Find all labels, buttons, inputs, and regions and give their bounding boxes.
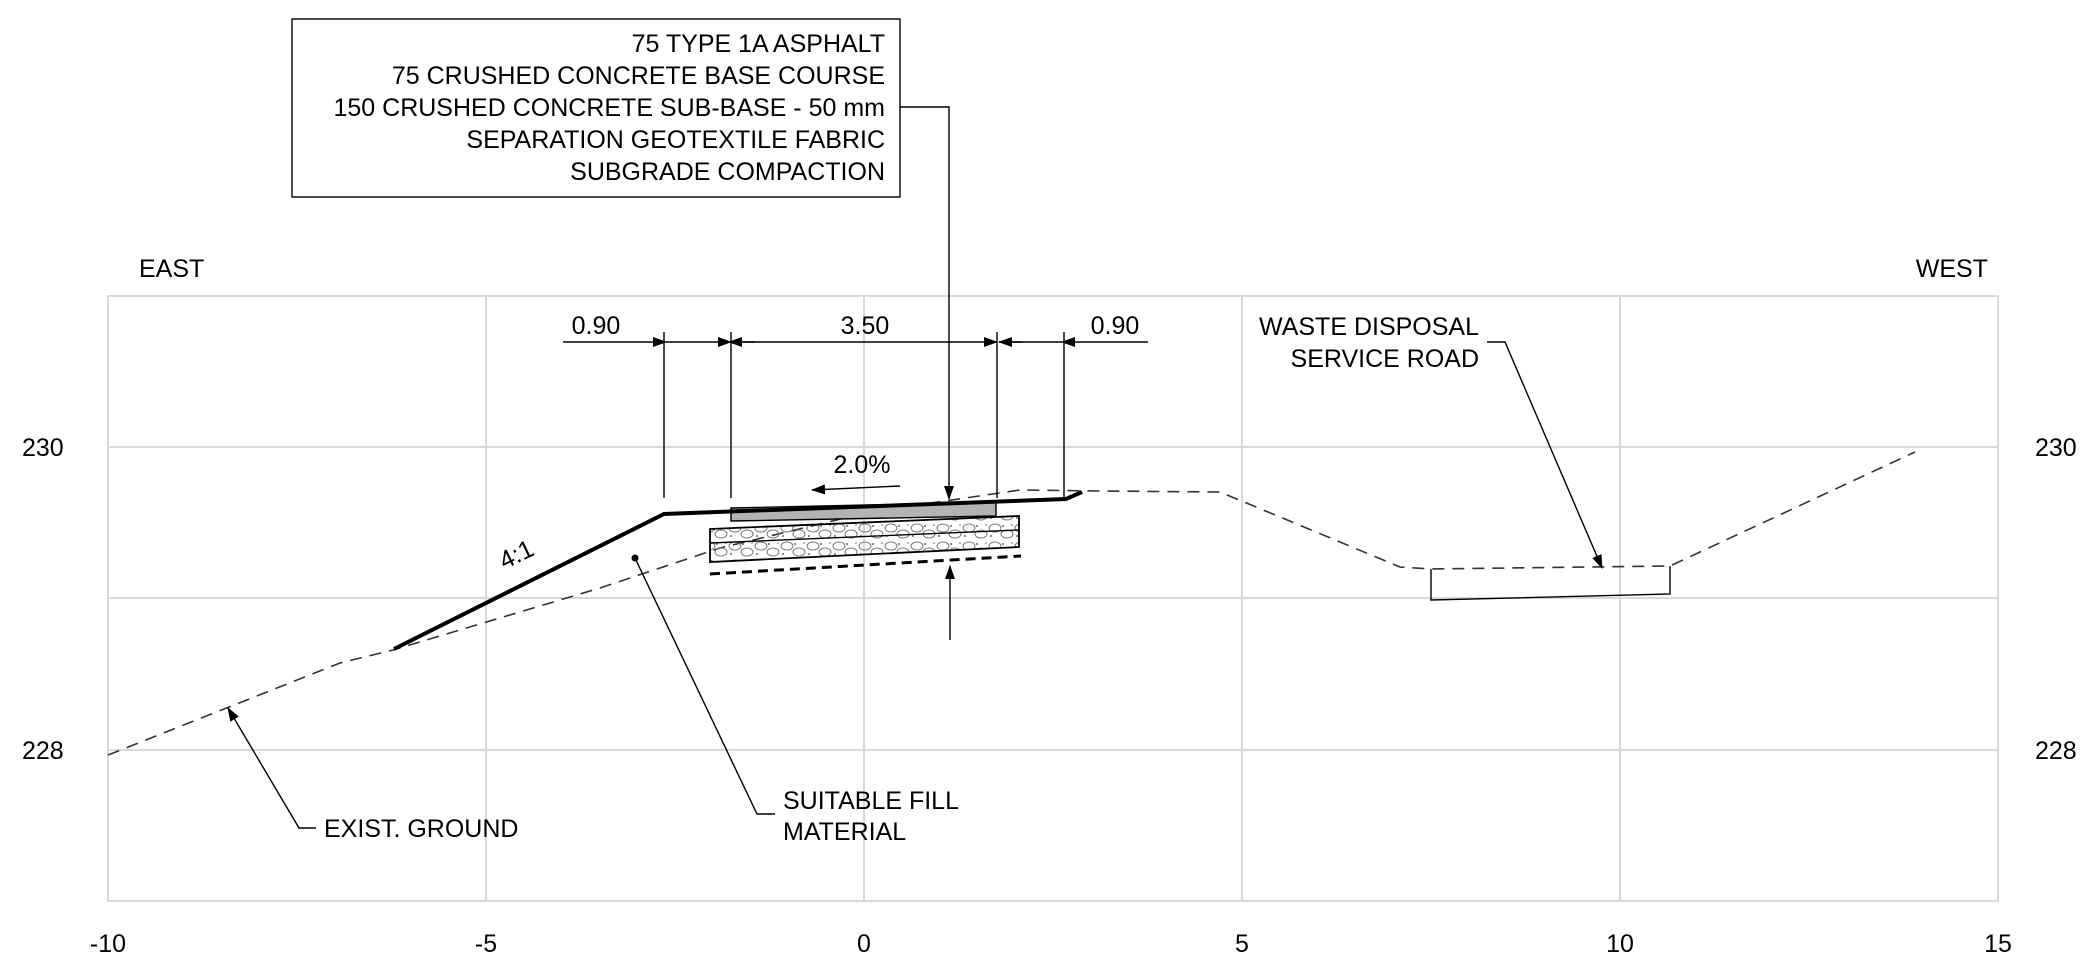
y-axis-labels: 230 228 230 228 <box>22 434 2077 765</box>
x-tick-label: 5 <box>1235 930 1249 958</box>
y-tick-label-left: 228 <box>22 737 64 765</box>
base-subbase-layers <box>709 515 1020 563</box>
pavement-section <box>709 501 1022 576</box>
direction-label-east: EAST <box>139 255 204 283</box>
x-tick-label: 0 <box>857 930 871 958</box>
cross-slope-arrow <box>811 484 901 495</box>
x-tick-label: -5 <box>475 930 497 958</box>
exist-ground-label: EXIST. GROUND <box>324 815 518 843</box>
exist-ground-annotation: EXIST. GROUND <box>227 707 518 843</box>
dimension-label-right-shoulder: 0.90 <box>1091 312 1140 340</box>
y-tick-label-right: 230 <box>2035 434 2077 462</box>
finished-grade-line <box>393 490 1083 651</box>
exist-ground-leader <box>227 707 316 829</box>
fill-material-annotation: SUITABLE FILL MATERIAL <box>631 554 959 846</box>
layer-divider <box>709 529 1020 544</box>
grid <box>107 295 1999 902</box>
dimension-group: 0.90 3.50 0.90 <box>563 312 1148 498</box>
fill-material-leader <box>634 557 775 815</box>
cross-slope-label: 2.0% <box>834 451 891 479</box>
service-road-label: SERVICE ROAD <box>1291 345 1479 373</box>
x-tick-label: 15 <box>1984 930 2012 958</box>
service-road-annotation: WASTE DISPOSAL SERVICE ROAD <box>1259 313 1603 569</box>
fill-slope-label: 4:1 <box>495 535 539 575</box>
y-tick-label-right: 228 <box>2035 737 2077 765</box>
x-tick-label: 10 <box>1606 930 1634 958</box>
callout-line: 150 CRUSHED CONCRETE SUB-BASE - 50 mm <box>333 94 885 122</box>
service-road-label: WASTE DISPOSAL <box>1259 313 1479 341</box>
y-tick-label-left: 230 <box>22 434 64 462</box>
existing-ground-line <box>107 451 1916 756</box>
callout-line: 75 CRUSHED CONCRETE BASE COURSE <box>392 62 885 90</box>
callout-line: 75 TYPE 1A ASPHALT <box>632 30 885 58</box>
fill-material-label: SUITABLE FILL <box>783 787 959 815</box>
layer-callout: 75 TYPE 1A ASPHALT 75 CRUSHED CONCRETE B… <box>291 18 954 500</box>
service-road-profile <box>1430 566 1671 601</box>
x-tick-label: -10 <box>90 930 126 958</box>
dimension-label-lane: 3.50 <box>841 312 890 340</box>
callout-leader <box>900 106 954 500</box>
service-road-leader <box>1487 341 1603 569</box>
direction-label-west: WEST <box>1916 255 1988 283</box>
x-axis-labels: -10 -5 0 5 10 15 <box>90 930 2012 958</box>
callout-box <box>291 18 901 198</box>
fill-material-label: MATERIAL <box>783 818 906 846</box>
geotextile-fabric <box>709 554 1022 576</box>
dimension-label-left-shoulder: 0.90 <box>572 312 621 340</box>
callout-line: SEPARATION GEOTEXTILE FABRIC <box>466 126 885 154</box>
callout-line: SUBGRADE COMPACTION <box>570 158 885 186</box>
